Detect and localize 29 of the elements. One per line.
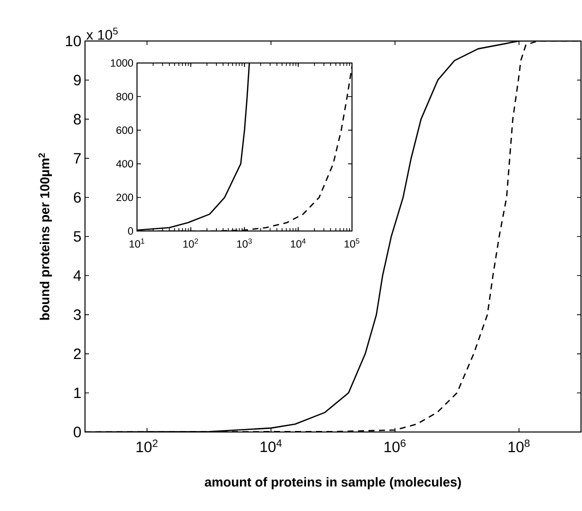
y-tick-label: 9 (74, 74, 81, 86)
y-tick-label: 7 (74, 153, 81, 164)
x-tick-label: 10$^{5}$ (344, 238, 360, 248)
x-tick-label: 10$^{3}$ (237, 238, 252, 248)
y-tick-label: 200 (116, 194, 134, 202)
x-tick-label: 10$^{8}$ (508, 440, 530, 452)
y-tick-label: 600 (116, 126, 134, 134)
y-tick-label: 1 (74, 388, 81, 398)
x-tick-label: 10$^{6}$ (384, 440, 406, 452)
y-tick-label: 10 (66, 36, 81, 46)
y-tick-label: 1000 (110, 59, 134, 67)
x-tick-label: 10$^{2}$ (136, 440, 158, 452)
y-tick-label: 8 (74, 114, 81, 124)
y-tick-label: 0 (74, 426, 81, 438)
x-tick-label: 10$^{1}$ (130, 238, 144, 248)
y-tick-label: 4 (73, 270, 82, 281)
y-tick-label: 3 (74, 309, 81, 320)
y-tick-label: 800 (116, 92, 134, 100)
y-tick-label: 6 (74, 192, 81, 203)
y-tick-label: 400 (116, 160, 134, 168)
y-tick-label: 2 (74, 348, 81, 360)
y-tick-label: 0 (128, 227, 134, 235)
text: x 10$^{5}$ (86, 28, 118, 40)
x-tick-label: 10$^{4}$ (260, 440, 282, 452)
x-tick-label: 10$^{4}$ (290, 238, 306, 248)
y-axis-title: bound proteins per 100µm$^{2}$ (38, 153, 52, 320)
x-axis-title: amount of proteins in sample (molecules) (204, 477, 461, 490)
y-tick-label: 5 (74, 231, 81, 242)
x-tick-label: 10$^{2}$ (183, 238, 198, 248)
